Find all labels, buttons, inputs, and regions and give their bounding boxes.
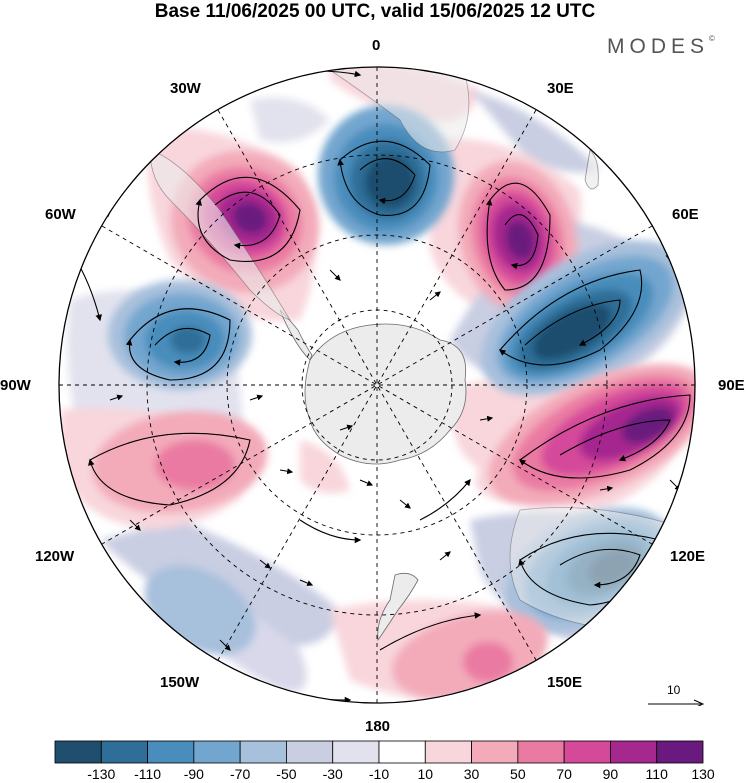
colorbar-tick-label: 70 bbox=[556, 766, 572, 782]
colorbar-tick-label: -90 bbox=[183, 766, 204, 782]
anomaly-cell-60e-negative bbox=[480, 240, 690, 396]
lon-label-120e: 120E bbox=[670, 548, 706, 565]
map-frame bbox=[58, 66, 696, 704]
brand-logo: MODES© bbox=[607, 34, 715, 58]
lon-label-30w: 30W bbox=[170, 80, 201, 97]
colorbar-tick-label: -110 bbox=[134, 766, 162, 782]
colorbar-swatch bbox=[286, 740, 334, 764]
anomaly-cell-60w-negative bbox=[108, 280, 252, 390]
anomaly-cell-100w-positive bbox=[92, 410, 268, 514]
colorbar-tick-label: 130 bbox=[691, 766, 715, 782]
colorbar-swatch bbox=[471, 740, 519, 764]
colorbar-swatch bbox=[517, 740, 565, 764]
graticule bbox=[59, 67, 695, 703]
new-zealand-outline bbox=[377, 572, 419, 642]
colorbar-swatch bbox=[239, 740, 287, 764]
colorbar-tick-label: -10 bbox=[368, 766, 390, 782]
lon-label-30e: 30E bbox=[547, 80, 574, 97]
colorbar-swatch bbox=[610, 740, 658, 764]
colorbar bbox=[54, 740, 704, 764]
polar-stereographic-map bbox=[58, 66, 696, 704]
colorbar-tick-label: 10 bbox=[417, 766, 434, 782]
lon-label-0: 0 bbox=[372, 37, 381, 54]
colorbar-swatch bbox=[100, 740, 148, 764]
colorbar-swatch bbox=[424, 740, 472, 764]
colorbar-tick-label: -50 bbox=[276, 766, 297, 782]
colorbar-tick-label: 30 bbox=[463, 766, 480, 782]
colorbar-swatch bbox=[193, 740, 241, 764]
anomaly-cell-0-negative bbox=[318, 105, 454, 245]
lon-label-90w: 90W bbox=[0, 377, 31, 394]
map-title: Base 11/06/2025 00 UTC, valid 15/06/2025… bbox=[154, 1, 596, 22]
anomaly-cell-30e-positive bbox=[458, 161, 578, 315]
lon-label-150e: 150E bbox=[547, 674, 583, 691]
colorbar-swatch bbox=[378, 740, 426, 764]
colorbar-tick-label: -70 bbox=[230, 766, 251, 782]
colorbar-tick-label: -30 bbox=[322, 766, 343, 782]
lon-label-60w: 60W bbox=[45, 206, 76, 223]
colorbar-tick-label: -130 bbox=[87, 766, 116, 782]
colorbar-swatch bbox=[332, 740, 380, 764]
lon-label-90e: 90E bbox=[718, 377, 745, 394]
colorbar-swatch bbox=[656, 740, 704, 764]
colorbar-tick-label: 50 bbox=[510, 766, 526, 782]
lon-label-60e: 60E bbox=[672, 206, 699, 223]
reference-vector-arrow bbox=[648, 699, 705, 706]
lon-label-180: 180 bbox=[365, 718, 391, 735]
colorbar-tick-label: 90 bbox=[602, 766, 619, 782]
colorbar-tick-label: 110 bbox=[645, 766, 668, 782]
colorbar-swatch bbox=[147, 740, 195, 764]
south-america-outline bbox=[149, 149, 291, 321]
colorbar-swatch bbox=[54, 740, 102, 764]
lon-label-150w: 150W bbox=[160, 674, 200, 691]
reference-vector-label: 10 bbox=[667, 683, 681, 697]
antarctica-outline bbox=[304, 323, 467, 465]
lon-label-120w: 120W bbox=[35, 548, 75, 565]
colorbar-swatch bbox=[563, 740, 611, 764]
madagascar-outline bbox=[584, 149, 599, 190]
